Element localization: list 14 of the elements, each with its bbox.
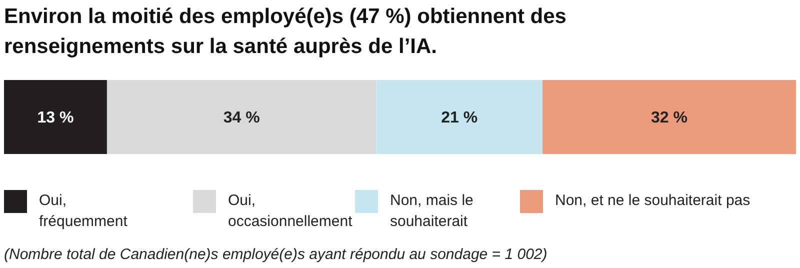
- data-label: 34 %: [223, 110, 260, 127]
- legend-label: Non, mais le souhaiterait: [390, 191, 474, 232]
- chart-title: Environ la moitié des employé(e)s (47 %) obtiennent des renseignements sur la santé auprès de l’IA.: [4, 4, 568, 60]
- legend-label: Oui, fréquemment: [39, 191, 128, 232]
- data-label: 32 %: [651, 110, 688, 127]
- legend-label: Oui, occasionnellement: [228, 191, 354, 232]
- data-label: 21 %: [441, 110, 478, 127]
- legend-label: Non, et ne le souhaiterait pas: [555, 191, 752, 211]
- bar: [106, 80, 376, 154]
- text: (Nombre total de Canadien(ne)s employé(e)s ayant répondu au sondage = 1 002): [4, 246, 548, 263]
- bar: [4, 80, 107, 154]
- data-label: 13 %: [37, 110, 74, 127]
- bar: [376, 80, 543, 154]
- bar: [542, 80, 796, 154]
